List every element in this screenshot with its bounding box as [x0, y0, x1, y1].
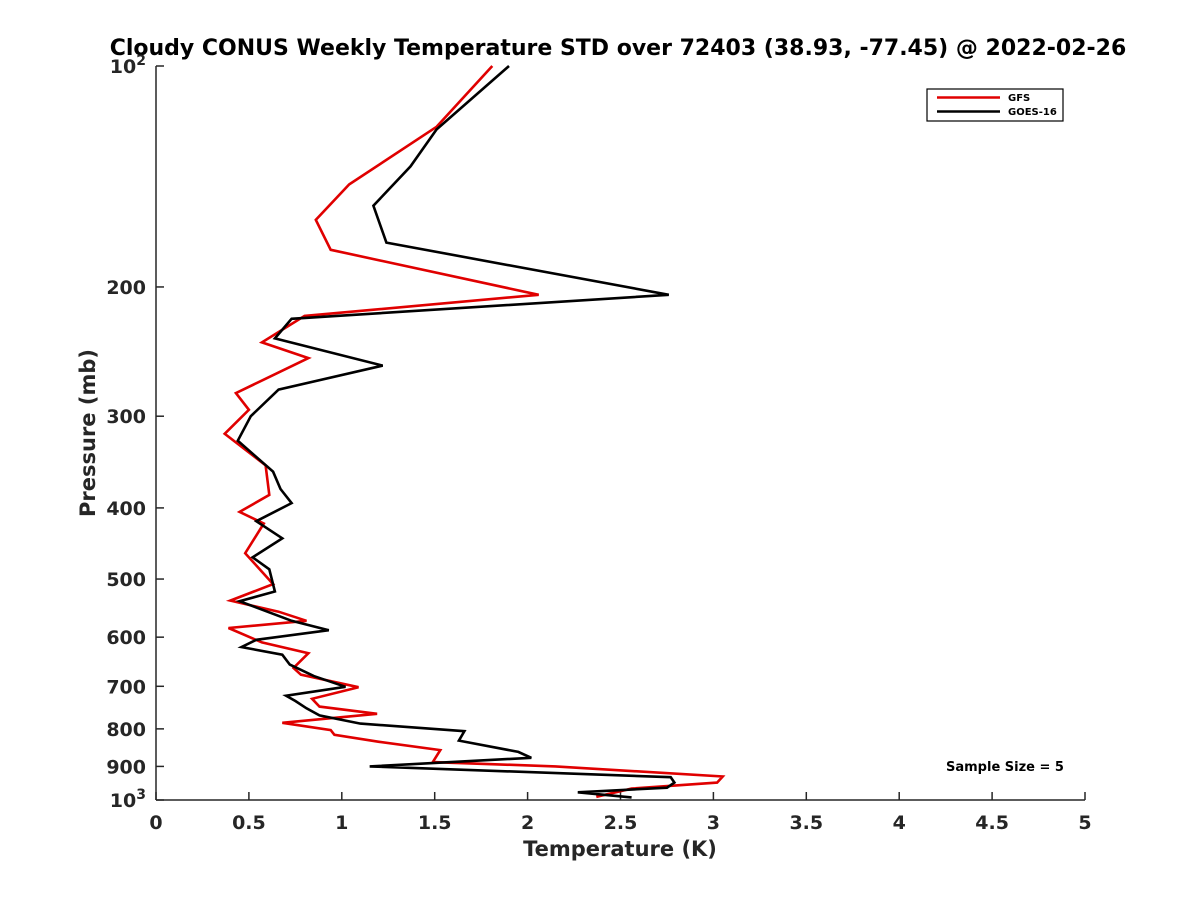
x-axis-ticks: 0 0.5 1 1.5 2 2.5 3 3.5 4 4.5 5	[149, 792, 1092, 834]
sample-size-annotation: Sample Size = 5	[946, 760, 1064, 775]
x-tick-label: 2.5	[604, 812, 638, 834]
x-axis-label: Temperature (K)	[523, 837, 717, 861]
y-tick-label: 900	[106, 756, 146, 778]
x-tick-label: 3.5	[789, 812, 823, 834]
y-tick-label: 103	[110, 787, 146, 812]
y-tick-label: 400	[106, 498, 146, 520]
x-tick-label: 2	[521, 812, 534, 834]
x-tick-label: 0.5	[232, 812, 266, 834]
x-tick-label: 4	[893, 812, 906, 834]
y-axis-ticks: 102 200 300 400 500 600 700 800 900 103	[106, 53, 164, 812]
legend-label-gfs: GFS	[1008, 93, 1030, 104]
x-tick-label: 1	[335, 812, 348, 834]
y-tick-label: 102	[110, 53, 146, 78]
series-lines	[222, 65, 726, 799]
x-tick-label: 1.5	[418, 812, 452, 834]
legend-box	[926, 88, 1064, 122]
y-tick-label: 700	[106, 676, 146, 698]
series-line-gfs	[222, 65, 726, 799]
x-tick-label: 4.5	[975, 812, 1009, 834]
y-tick-label: 600	[106, 627, 146, 649]
legend-label-goes16: GOES-16	[1008, 107, 1057, 118]
chart-title: Cloudy CONUS Weekly Temperature STD over…	[110, 36, 1127, 61]
y-tick-label: 200	[106, 277, 146, 299]
x-tick-label: 3	[707, 812, 720, 834]
y-tick-label: 500	[106, 569, 146, 591]
y-axis-label: Pressure (mb)	[76, 349, 100, 517]
x-tick-label: 0	[149, 812, 162, 834]
legend: GFS GOES-16	[926, 88, 1064, 122]
y-tick-label: 300	[106, 406, 146, 428]
y-tick-label: 800	[106, 719, 146, 741]
x-tick-label: 5	[1078, 812, 1091, 834]
series-line-goes16	[235, 65, 677, 799]
